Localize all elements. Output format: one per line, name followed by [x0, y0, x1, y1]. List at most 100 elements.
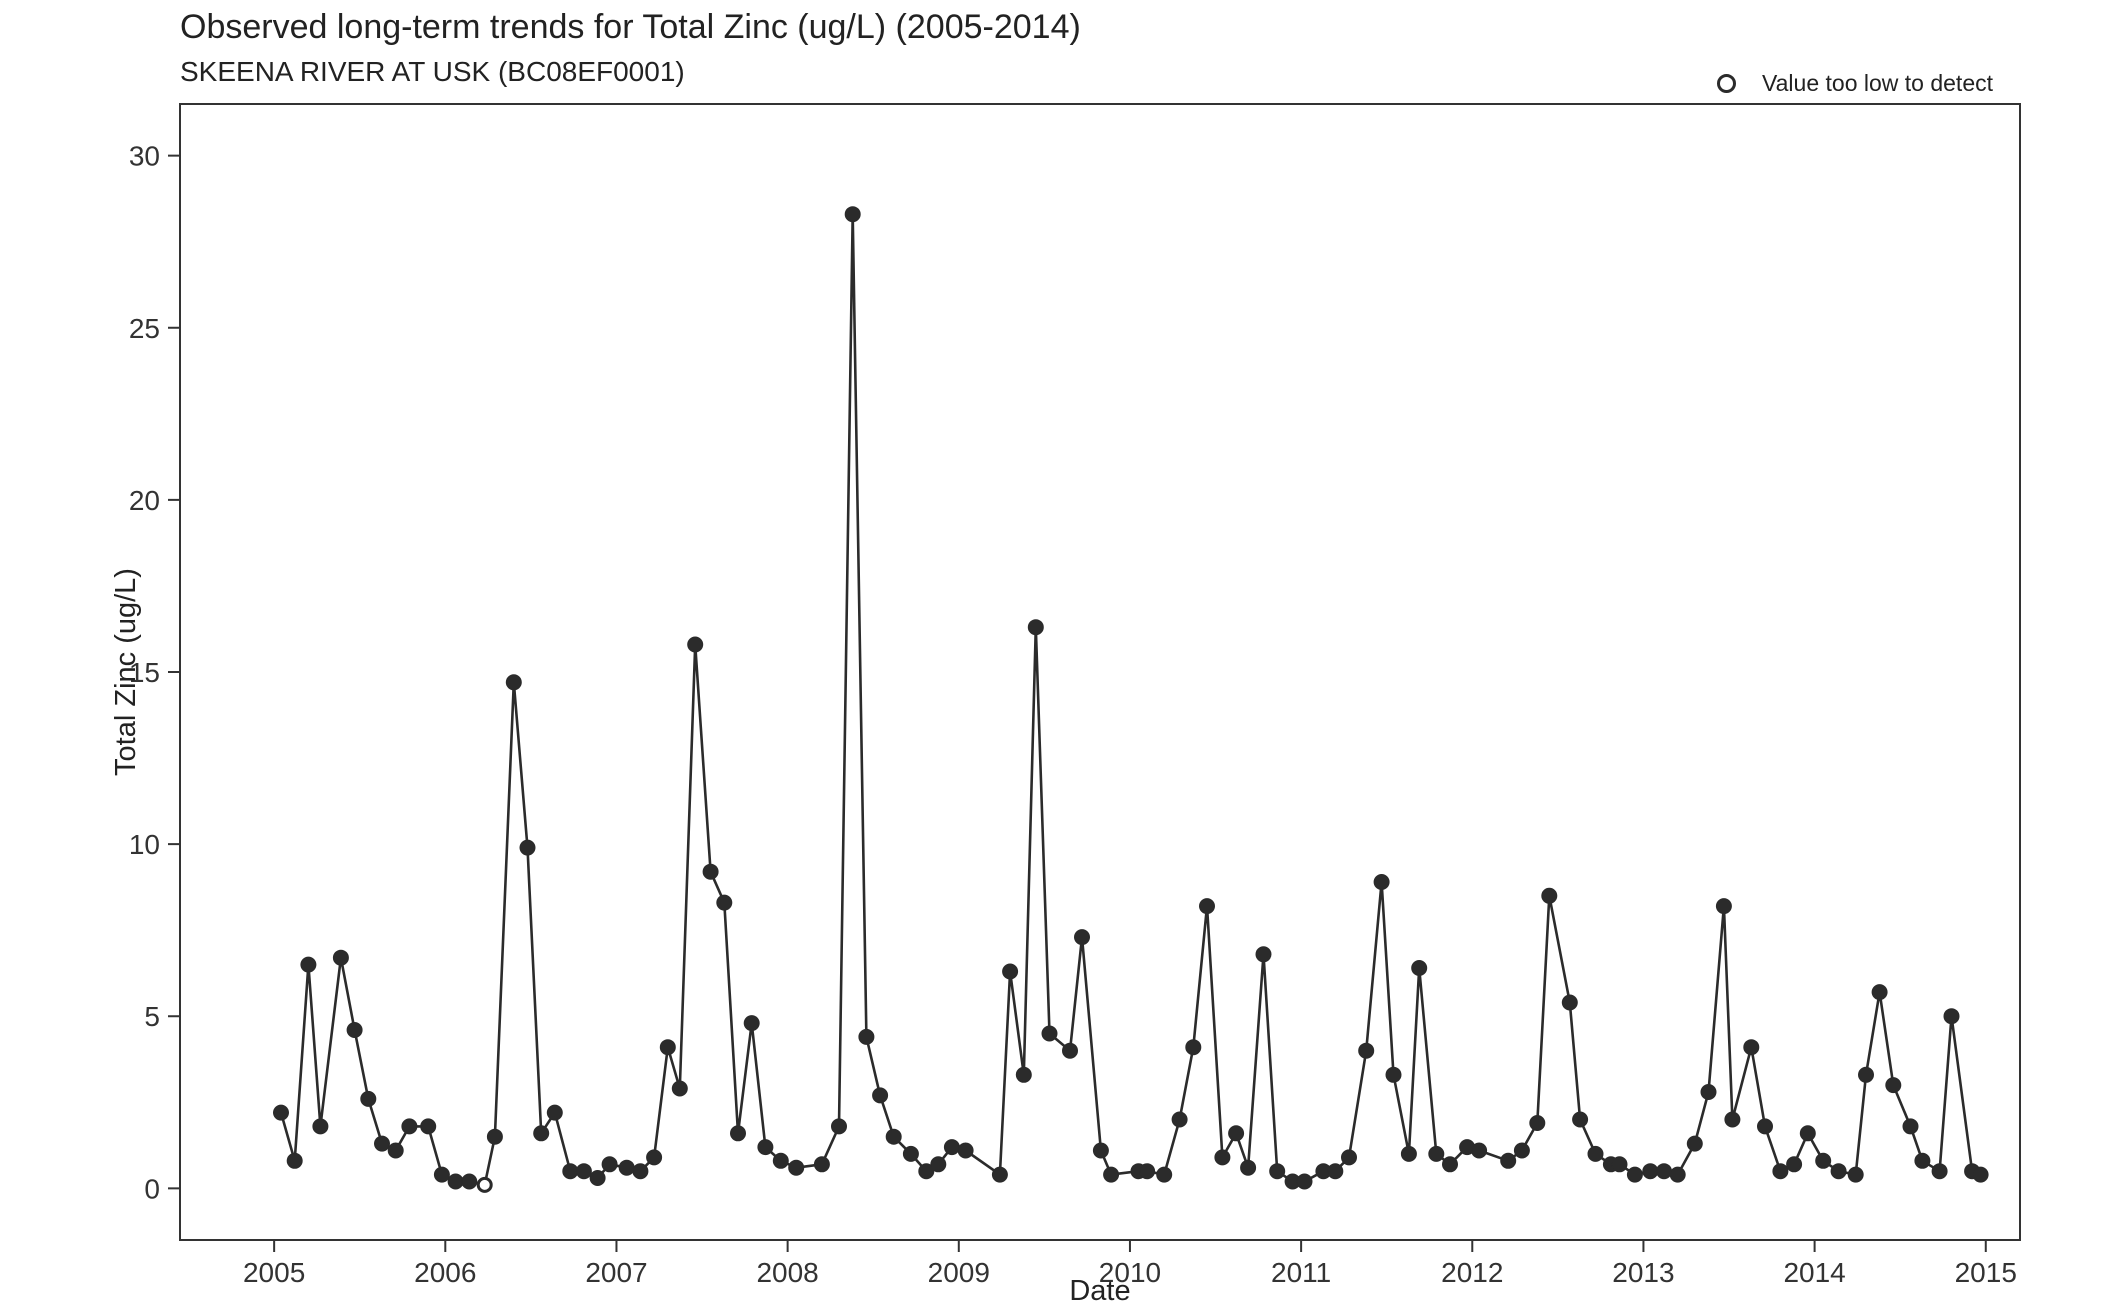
- data-point: [1902, 1118, 1919, 1135]
- data-point: [1002, 963, 1019, 980]
- y-tick-label: 20: [129, 485, 160, 516]
- x-tick-label: 2014: [1783, 1257, 1845, 1288]
- legend-label: Value too low to detect: [1762, 69, 1993, 96]
- y-tick-label: 25: [129, 313, 160, 344]
- data-point: [575, 1163, 592, 1180]
- data-point: [1572, 1111, 1589, 1128]
- data-point: [1943, 1008, 1960, 1025]
- data-point: [1171, 1111, 1188, 1128]
- data-point: [1185, 1039, 1202, 1056]
- data-point: [1724, 1111, 1741, 1128]
- data-point: [312, 1118, 329, 1135]
- plot-panel: [179, 103, 2021, 1241]
- data-point: [1385, 1066, 1402, 1083]
- data-point: [1972, 1166, 1989, 1183]
- chart-subtitle: SKEENA RIVER AT USK (BC08EF0001): [180, 56, 685, 87]
- x-axis: 2005 2006 2007 2008 2009 2010 2011 2012 2013 2014…: [243, 1240, 2017, 1288]
- data-point: [1411, 960, 1428, 976]
- data-point: [1513, 1142, 1530, 1159]
- x-tick-label: 2009: [928, 1257, 990, 1288]
- data-point: [1786, 1156, 1803, 1173]
- data-point: [1139, 1163, 1156, 1180]
- data-point: [1027, 619, 1044, 636]
- data-point: [1041, 1025, 1058, 1042]
- data-point: [618, 1159, 635, 1176]
- data-point: [300, 956, 317, 973]
- data-point: [346, 1022, 363, 1038]
- x-tick-label: 2013: [1612, 1257, 1674, 1288]
- y-tick-label: 5: [144, 1001, 160, 1032]
- data-point: [991, 1166, 1008, 1183]
- data-point: [1656, 1163, 1672, 1180]
- data-point: [374, 1135, 390, 1152]
- data-point: [1471, 1142, 1488, 1159]
- data-point: [872, 1087, 889, 1104]
- y-tick-label: 0: [144, 1173, 160, 1204]
- data-point: [1442, 1156, 1458, 1173]
- data-point: [505, 674, 522, 691]
- data-point: [601, 1156, 618, 1173]
- data-point: [772, 1152, 789, 1169]
- data-point: [1062, 1042, 1078, 1059]
- data-point: [360, 1090, 377, 1107]
- data-point: [687, 636, 704, 653]
- data-point: [461, 1173, 478, 1190]
- data-point: [1815, 1152, 1832, 1169]
- data-point: [1871, 984, 1888, 1001]
- data-point: [1561, 994, 1578, 1011]
- data-point: [943, 1139, 960, 1156]
- data-point: [1642, 1163, 1659, 1180]
- data-point: [589, 1170, 606, 1186]
- data-point: [401, 1118, 418, 1135]
- y-axis: 0 5 10 15 20 25 30: [129, 141, 180, 1204]
- data-point: [844, 206, 861, 223]
- data-point: [1743, 1039, 1760, 1056]
- data-point: [1358, 1042, 1375, 1059]
- y-tick-label: 10: [129, 829, 160, 860]
- data-point: [1587, 1145, 1604, 1162]
- x-tick-label: 2012: [1441, 1257, 1503, 1288]
- data-point: [1015, 1066, 1032, 1083]
- data-point: [831, 1118, 847, 1135]
- data-point: [533, 1125, 550, 1142]
- x-tick-label: 2005: [243, 1257, 305, 1288]
- data-point: [788, 1159, 805, 1176]
- data-point: [1858, 1066, 1874, 1083]
- data-point: [1757, 1118, 1773, 1135]
- x-tick-label: 2011: [1271, 1257, 1331, 1288]
- data-point: [743, 1015, 760, 1032]
- data-point: [757, 1139, 774, 1156]
- x-tick-label: 2008: [756, 1257, 818, 1288]
- x-tick-label: 2006: [414, 1257, 476, 1288]
- data-point: [885, 1128, 902, 1145]
- data-point: [1799, 1125, 1816, 1142]
- data-point: [659, 1039, 676, 1056]
- data-point: [1611, 1156, 1628, 1173]
- y-tick-label: 15: [129, 657, 160, 688]
- data-point: [1269, 1163, 1286, 1180]
- data-point: [1669, 1166, 1686, 1183]
- y-axis-label: Total Zinc (ug/L): [110, 568, 142, 776]
- data-point: [1541, 887, 1558, 904]
- data-point: [1931, 1163, 1948, 1180]
- data-point: [1199, 898, 1215, 915]
- data-point: [813, 1156, 830, 1173]
- data-point: [918, 1163, 935, 1180]
- data-point: [716, 894, 733, 911]
- data-point: [1428, 1145, 1445, 1162]
- data-point: [632, 1163, 649, 1180]
- data-point: [1228, 1125, 1245, 1142]
- data-point: [1715, 898, 1732, 915]
- data-point: [1772, 1163, 1789, 1180]
- data-point: [1529, 1115, 1546, 1131]
- data-point: [902, 1145, 919, 1162]
- data-point: [420, 1118, 437, 1135]
- data-point: [273, 1104, 289, 1121]
- data-point: [1830, 1163, 1847, 1180]
- data-point: [486, 1128, 503, 1145]
- data-point: [671, 1080, 688, 1097]
- data-point: [1686, 1135, 1703, 1152]
- data-point: [1092, 1142, 1109, 1159]
- chart-title: Observed long-term trends for Total Zinc…: [180, 8, 1081, 46]
